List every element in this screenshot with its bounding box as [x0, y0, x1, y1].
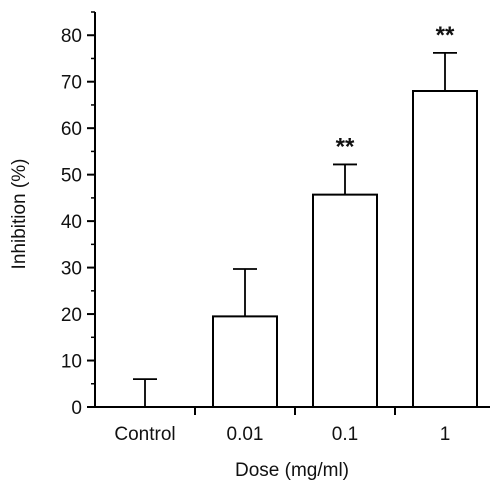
x-tick-label: 0.1	[332, 424, 358, 445]
x-tick-label: Control	[114, 424, 175, 445]
bars: ** **	[133, 22, 478, 408]
y-tick-label: 20	[61, 305, 82, 326]
significance-marker: **	[436, 22, 455, 49]
bar	[212, 315, 278, 408]
significance-marker: **	[336, 133, 355, 160]
y-tick-label: 30	[61, 259, 82, 280]
y-ticks: 0 10 20 30 40 50 60 70 80	[61, 11, 95, 419]
x-ticks: Control 0.01 0.1 1	[114, 407, 450, 445]
y-tick-label: 10	[61, 352, 82, 373]
y-tick-label: 80	[61, 26, 82, 47]
y-axis-title: Inhibition (%)	[9, 159, 30, 270]
bar	[312, 193, 378, 408]
y-tick-label: 50	[61, 166, 82, 187]
y-tick-label: 60	[61, 119, 82, 140]
x-tick-label: 0.01	[227, 424, 264, 445]
y-tick-label: 70	[61, 73, 82, 94]
x-axis-title: Dose (mg/ml)	[235, 460, 349, 481]
y-tick-label: 0	[71, 398, 82, 419]
x-tick-label: 1	[440, 424, 451, 445]
bar	[412, 90, 478, 408]
y-tick-label: 40	[61, 212, 82, 233]
